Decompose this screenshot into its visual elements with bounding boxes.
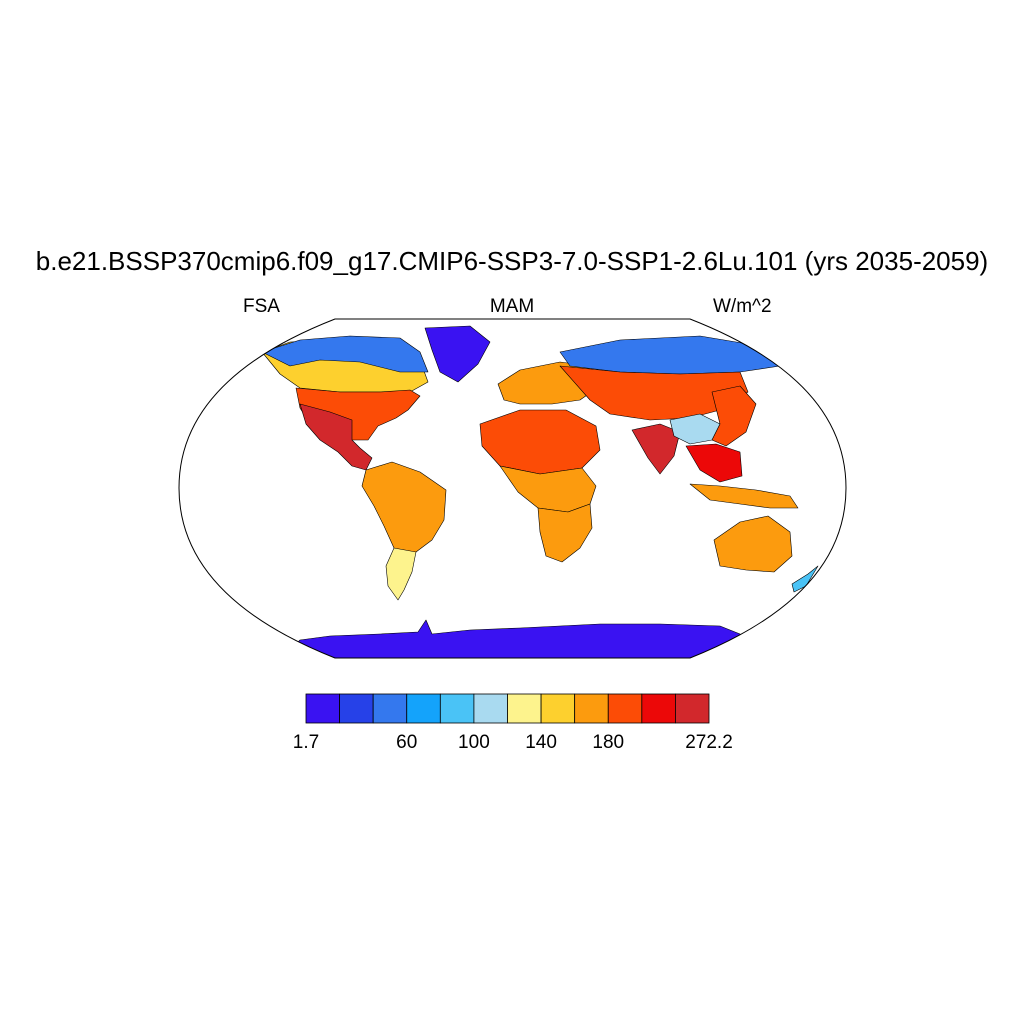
colorbar-swatch: [607, 693, 643, 724]
new-zealand-region: [791, 565, 819, 593]
greenland-region: [424, 325, 491, 383]
colorbar-tick-label: 1.7: [292, 732, 320, 753]
colorbar-swatch: [574, 693, 609, 724]
colorbar-swatch: [372, 693, 408, 724]
east-asia-region: [711, 385, 757, 447]
globe-outline: [178, 318, 847, 659]
season-label: MAM: [489, 296, 535, 317]
colorbar-swatch: [406, 693, 441, 724]
colorbar-swatch: [305, 693, 340, 724]
colorbar-swatch: [339, 693, 374, 724]
colorbar-swatch: [540, 693, 576, 724]
colorbar-tick-label: 272.2: [685, 732, 733, 753]
india-region: [631, 423, 681, 475]
colorbar-tick-label: 100: [458, 732, 490, 753]
southeast-asia-region: [685, 443, 743, 483]
colorbar-swatch: [473, 693, 508, 724]
plot-title: b.e21.BSSP370cmip6.f09_g17.CMIP6-SSP3-7.…: [35, 246, 989, 276]
canadian-arctic-region: [261, 335, 429, 373]
australia-region: [713, 515, 793, 573]
siberia-north-region: [559, 335, 781, 375]
colorbar-tick-label: 140: [525, 732, 557, 753]
colorbar-tick-label: 60: [396, 732, 418, 753]
units-label: W/m^2: [713, 296, 772, 317]
africa-south-region: [537, 503, 593, 563]
africa-north-region: [479, 409, 601, 475]
colorbar-swatch: [507, 693, 542, 724]
patagonia-region: [385, 547, 417, 601]
variable-label: FSA: [243, 296, 280, 317]
indonesia-region: [689, 483, 799, 509]
colorbar-swatch: [675, 693, 710, 724]
colorbar-swatch: [641, 693, 676, 724]
colorbar-tick-label: 180: [592, 732, 625, 753]
mexico-southwest-region: [299, 403, 373, 471]
colorbar-swatch: [439, 693, 475, 724]
